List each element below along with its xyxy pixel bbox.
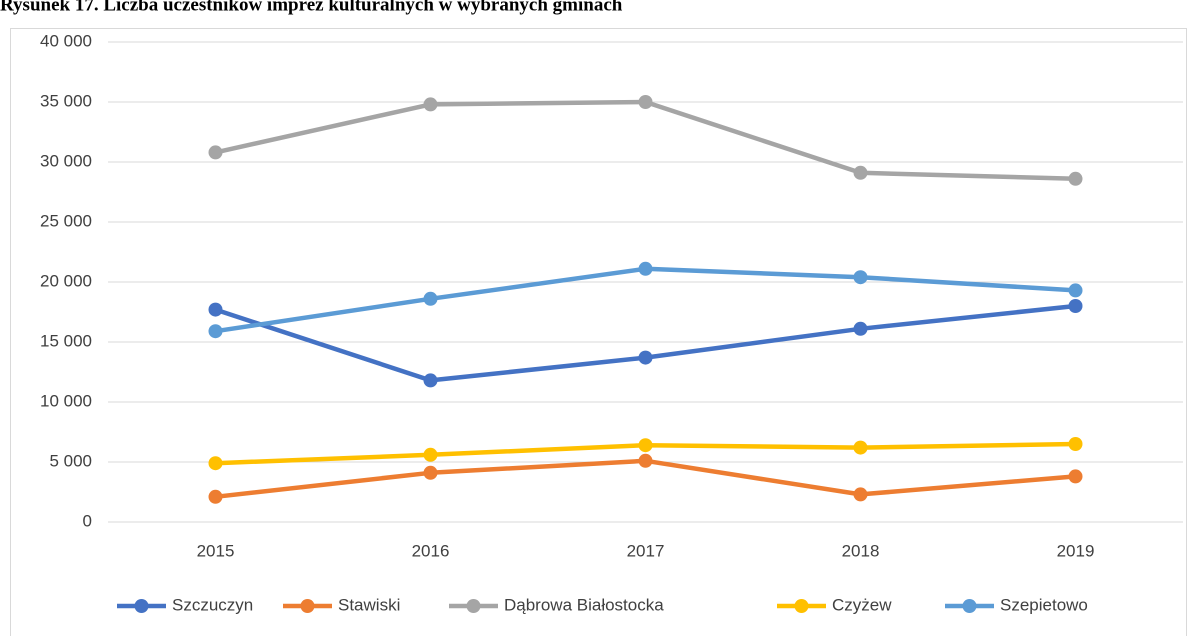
data-point [853, 487, 868, 502]
legend-label: Czyżew [832, 595, 892, 614]
data-point [423, 447, 438, 462]
legend-marker [962, 599, 977, 613]
x-tick-label: 2018 [842, 541, 880, 560]
legend-marker [794, 599, 809, 613]
y-tick-label: 35 000 [40, 91, 92, 110]
data-point [208, 145, 223, 160]
y-tick-label: 40 000 [40, 31, 92, 50]
data-point [423, 373, 438, 388]
data-point [208, 324, 223, 339]
data-point [853, 165, 868, 180]
data-point [638, 453, 653, 468]
y-tick-label: 15 000 [40, 331, 92, 350]
y-tick-label: 10 000 [40, 391, 92, 410]
data-point [208, 456, 223, 471]
chart-title: Rysunek 17. Liczba uczestników imprez ku… [0, 0, 623, 15]
legend-label: Stawiski [338, 595, 400, 614]
x-tick-label: 2017 [627, 541, 665, 560]
data-point [1068, 171, 1083, 186]
legend-label: Dąbrowa Białostocka [504, 595, 664, 614]
data-point [638, 261, 653, 276]
y-tick-label: 25 000 [40, 211, 92, 230]
data-point [423, 291, 438, 306]
data-point [853, 440, 868, 455]
data-point [1068, 469, 1083, 484]
data-point [638, 438, 653, 453]
legend-marker [134, 599, 149, 613]
x-tick-label: 2019 [1057, 541, 1095, 560]
data-point [853, 270, 868, 285]
legend-label: Szczuczyn [172, 595, 253, 614]
x-tick-label: 2016 [412, 541, 450, 560]
data-point [1068, 283, 1083, 298]
y-tick-label: 30 000 [40, 151, 92, 170]
data-point [1068, 437, 1083, 451]
y-tick-label: 20 000 [40, 271, 92, 290]
legend-label: Szepietowo [1000, 595, 1088, 614]
legend-marker [300, 599, 315, 613]
data-point [853, 321, 868, 336]
data-point [638, 95, 653, 109]
y-tick-label: 0 [83, 511, 92, 530]
legend-marker [466, 599, 481, 613]
data-point [1068, 299, 1083, 313]
data-point [208, 489, 223, 504]
chart-border [10, 28, 1187, 636]
data-point [423, 465, 438, 480]
data-point [208, 302, 223, 317]
y-tick-label: 5 000 [49, 451, 92, 470]
data-point [423, 97, 438, 112]
x-tick-label: 2015 [197, 541, 235, 560]
data-point [638, 350, 653, 365]
